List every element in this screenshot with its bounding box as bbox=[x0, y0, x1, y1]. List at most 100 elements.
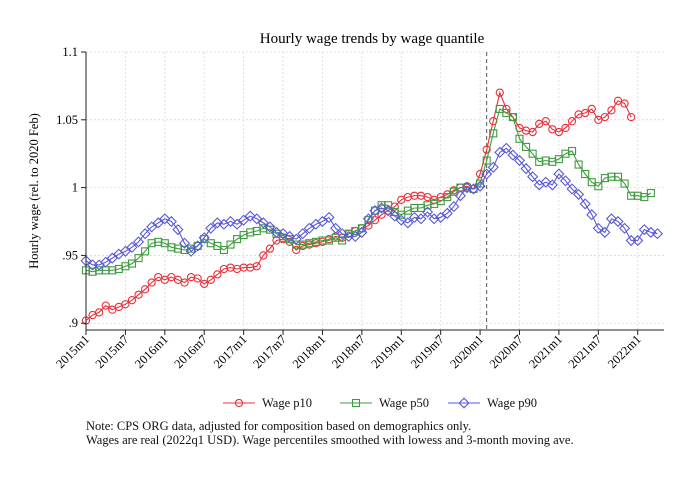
series-wage-p90 bbox=[80, 142, 664, 271]
chart-title: Hourly wage trends by wage quantile bbox=[260, 31, 485, 47]
data-point bbox=[213, 270, 222, 279]
data-point bbox=[362, 213, 375, 225]
data-point bbox=[323, 211, 335, 224]
y-axis-label: Hourly wage (rel. to 2020 Feb) bbox=[27, 113, 41, 269]
legend-marker bbox=[351, 398, 361, 408]
data-point bbox=[559, 175, 572, 187]
x-tick-label: 2015m1 bbox=[53, 332, 92, 371]
data-point bbox=[494, 146, 506, 158]
data-point bbox=[500, 142, 512, 154]
data-point bbox=[632, 234, 644, 247]
data-point bbox=[259, 251, 268, 260]
data-point bbox=[436, 197, 445, 206]
x-tick-label: 2016m1 bbox=[132, 332, 171, 371]
data-point bbox=[415, 213, 427, 225]
data-point bbox=[495, 104, 504, 114]
data-point bbox=[316, 215, 329, 228]
data-point bbox=[233, 235, 242, 244]
data-point bbox=[147, 278, 156, 287]
data-point bbox=[226, 240, 235, 249]
data-point bbox=[620, 179, 629, 188]
data-point bbox=[375, 202, 388, 214]
data-point bbox=[541, 117, 550, 126]
data-point bbox=[443, 193, 452, 202]
data-point bbox=[265, 244, 275, 253]
data-point bbox=[482, 145, 491, 154]
data-point bbox=[101, 301, 110, 310]
data-point bbox=[579, 198, 591, 210]
legend-label: Wage p50 bbox=[379, 395, 430, 410]
data-point bbox=[513, 154, 526, 167]
data-point bbox=[587, 104, 596, 114]
data-point bbox=[553, 168, 565, 180]
data-point bbox=[198, 232, 210, 244]
data-point bbox=[410, 191, 419, 200]
data-point bbox=[106, 252, 118, 264]
data-point bbox=[448, 201, 460, 213]
data-point bbox=[370, 206, 380, 215]
data-point bbox=[428, 213, 440, 225]
data-point bbox=[172, 224, 184, 236]
data-point bbox=[336, 228, 348, 240]
data-point bbox=[613, 172, 623, 181]
legend-swatch bbox=[340, 398, 372, 408]
data-point bbox=[461, 182, 473, 194]
data-point bbox=[567, 117, 577, 126]
data-point bbox=[132, 236, 145, 248]
data-point bbox=[349, 230, 361, 243]
data-point bbox=[178, 237, 191, 249]
legend-marker bbox=[458, 397, 470, 409]
series-line bbox=[85, 108, 652, 273]
note-line-1: Note: CPS ORG data, adjusted for composi… bbox=[86, 419, 472, 433]
x-tick-label: 2017m1 bbox=[211, 332, 250, 371]
data-point bbox=[205, 222, 217, 234]
data-point bbox=[330, 222, 342, 234]
data-point bbox=[238, 214, 250, 226]
data-point bbox=[356, 226, 368, 238]
data-point bbox=[139, 228, 151, 240]
data-point bbox=[402, 217, 414, 229]
legend-item: Wage p90 bbox=[447, 394, 537, 412]
data-point bbox=[292, 245, 301, 255]
data-point bbox=[384, 201, 393, 210]
data-point bbox=[231, 218, 243, 230]
data-point bbox=[264, 221, 276, 233]
data-point bbox=[277, 228, 289, 240]
x-tick-label: 2016m7 bbox=[171, 332, 210, 371]
data-point bbox=[206, 275, 215, 284]
data-point bbox=[612, 215, 624, 228]
data-point bbox=[100, 256, 112, 268]
data-point bbox=[567, 146, 577, 156]
y-tick-label: 1 bbox=[72, 181, 78, 195]
legend-swatch bbox=[448, 397, 480, 409]
grid bbox=[85, 51, 664, 330]
note-line-2: Wages are real (2022q1 USD). Wage percen… bbox=[86, 433, 574, 447]
data-point bbox=[528, 149, 537, 158]
data-point bbox=[605, 213, 618, 225]
data-point bbox=[441, 207, 453, 219]
data-point bbox=[134, 254, 143, 263]
y-tick-label: 1.1 bbox=[62, 45, 78, 59]
data-point bbox=[594, 182, 603, 191]
y-tick-label: .9 bbox=[69, 316, 78, 330]
data-point bbox=[522, 142, 531, 151]
data-point bbox=[219, 245, 228, 255]
data-point bbox=[487, 161, 499, 173]
data-point bbox=[192, 240, 204, 252]
data-point bbox=[646, 188, 655, 198]
data-point bbox=[640, 193, 649, 202]
data-point bbox=[607, 106, 616, 115]
x-tick-label: 2020m7 bbox=[487, 332, 526, 371]
x-tick-label: 2018m1 bbox=[290, 332, 329, 371]
data-point bbox=[382, 205, 394, 217]
x-tick-label: 2019m1 bbox=[369, 332, 408, 371]
legend-item: Wage p50 bbox=[339, 394, 429, 412]
data-point bbox=[395, 214, 407, 226]
data-point bbox=[297, 228, 309, 240]
data-point bbox=[554, 127, 564, 137]
data-point bbox=[481, 168, 493, 180]
data-point bbox=[94, 308, 104, 317]
data-point bbox=[257, 217, 269, 229]
data-point bbox=[377, 210, 386, 219]
data-point bbox=[515, 134, 524, 143]
